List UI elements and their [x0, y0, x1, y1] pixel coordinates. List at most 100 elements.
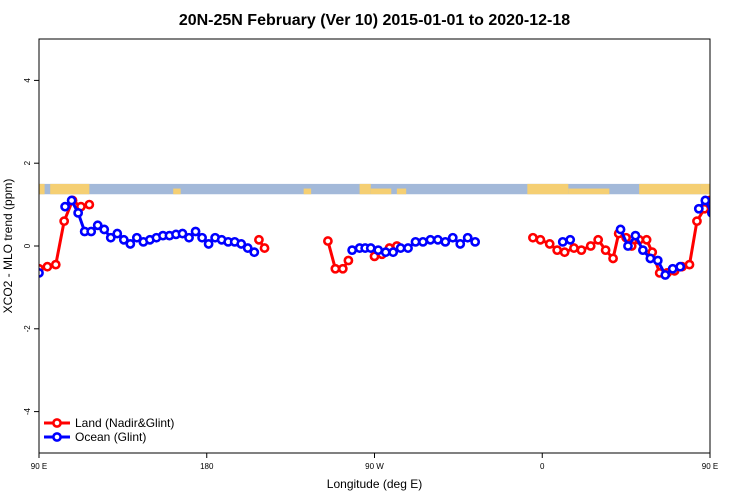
map-land [568, 188, 610, 195]
data-point [323, 236, 333, 246]
data-point [576, 245, 587, 256]
map-strip [39, 183, 710, 195]
data-point [410, 236, 421, 247]
data-point [715, 203, 722, 210]
data-point [125, 239, 136, 249]
legend-swatch-marker [52, 418, 62, 428]
data-point [455, 239, 466, 249]
x-tick-label: 0 [540, 462, 545, 471]
data-point [131, 232, 142, 243]
map-land [50, 183, 90, 195]
data-point [259, 243, 270, 253]
data-point [373, 245, 384, 256]
data-point [675, 261, 686, 272]
data-point [693, 203, 704, 214]
y-tick-label: -2 [23, 325, 32, 333]
data-point [418, 236, 428, 247]
data-point [84, 199, 95, 210]
map-land [700, 183, 710, 195]
y-tick-label: 4 [23, 78, 32, 83]
data-point [380, 247, 391, 258]
data-point [254, 234, 264, 245]
data-point [440, 236, 451, 247]
x-tick-label: 180 [200, 462, 214, 471]
map-land [39, 183, 45, 195]
data-point [42, 261, 53, 272]
data-point [343, 255, 354, 266]
data-point [177, 228, 188, 239]
data-point [59, 216, 70, 227]
map-land [303, 188, 312, 195]
data-point [50, 259, 61, 270]
data-point [706, 208, 710, 218]
data-point [652, 255, 663, 266]
data-point [721, 228, 728, 235]
data-point [86, 226, 97, 237]
data-point [388, 247, 399, 258]
data-point [535, 234, 546, 245]
map-land [173, 188, 181, 195]
data-point [347, 245, 358, 256]
data-point [330, 263, 341, 274]
data-point [723, 201, 730, 208]
series-layer [39, 195, 741, 280]
data-point [118, 234, 129, 245]
data-point [557, 236, 568, 247]
data-point [66, 195, 77, 206]
data-point [425, 234, 436, 245]
series-ocean [39, 195, 741, 280]
data-point [593, 234, 604, 245]
y-tick-label: -4 [23, 407, 32, 415]
data-point [395, 243, 406, 253]
data-point [667, 263, 678, 274]
map-land [396, 188, 407, 195]
data-point [645, 253, 656, 264]
data-point [728, 222, 735, 229]
data-point [559, 247, 570, 258]
y-tick-label: 0 [23, 243, 32, 248]
data-point [447, 232, 458, 243]
data-point [638, 245, 648, 256]
data-point [105, 232, 116, 243]
legend-label: Ocean (Glint) [75, 430, 146, 444]
data-point [462, 232, 473, 243]
data-point [585, 241, 596, 251]
data-point [337, 263, 348, 274]
data-point [630, 230, 641, 241]
x-tick-label: 90 W [365, 462, 384, 471]
data-point [249, 247, 260, 258]
data-point [528, 232, 538, 243]
x-axis: 90 E 180 90 W 0 90 E [31, 453, 718, 471]
chart-title: 20N-25N February (Ver 10) 2015-01-01 to … [179, 12, 570, 29]
data-point [236, 239, 247, 249]
y-tick-label: 2 [23, 160, 32, 165]
data-point [73, 207, 84, 218]
y-axis: -4 -2 0 2 4 [23, 78, 39, 415]
data-point [684, 259, 695, 270]
legend-label: Land (Nadir&Glint) [75, 416, 174, 430]
data-point [715, 228, 722, 235]
data-point [608, 253, 618, 264]
data-point [203, 239, 214, 249]
data-point [403, 243, 413, 253]
map-land [527, 183, 569, 195]
x-axis-label: Longitude (deg E) [327, 477, 422, 491]
data-point [623, 241, 633, 251]
data-point [734, 226, 741, 233]
data-point [565, 234, 576, 245]
map-land [370, 188, 392, 195]
legend-swatch-marker [52, 432, 62, 442]
x-tick-label: 90 E [31, 462, 47, 471]
legend: Land (Nadir&Glint)Ocean (Glint) [44, 416, 174, 444]
data-point [92, 220, 103, 231]
data-point [184, 232, 194, 243]
data-point [641, 234, 652, 245]
data-point [197, 232, 207, 243]
data-point [242, 243, 253, 253]
x-tick-label: 90 E [702, 462, 718, 471]
map-land [359, 183, 371, 195]
data-point [615, 224, 626, 235]
data-point [692, 216, 702, 227]
data-point [660, 270, 671, 280]
